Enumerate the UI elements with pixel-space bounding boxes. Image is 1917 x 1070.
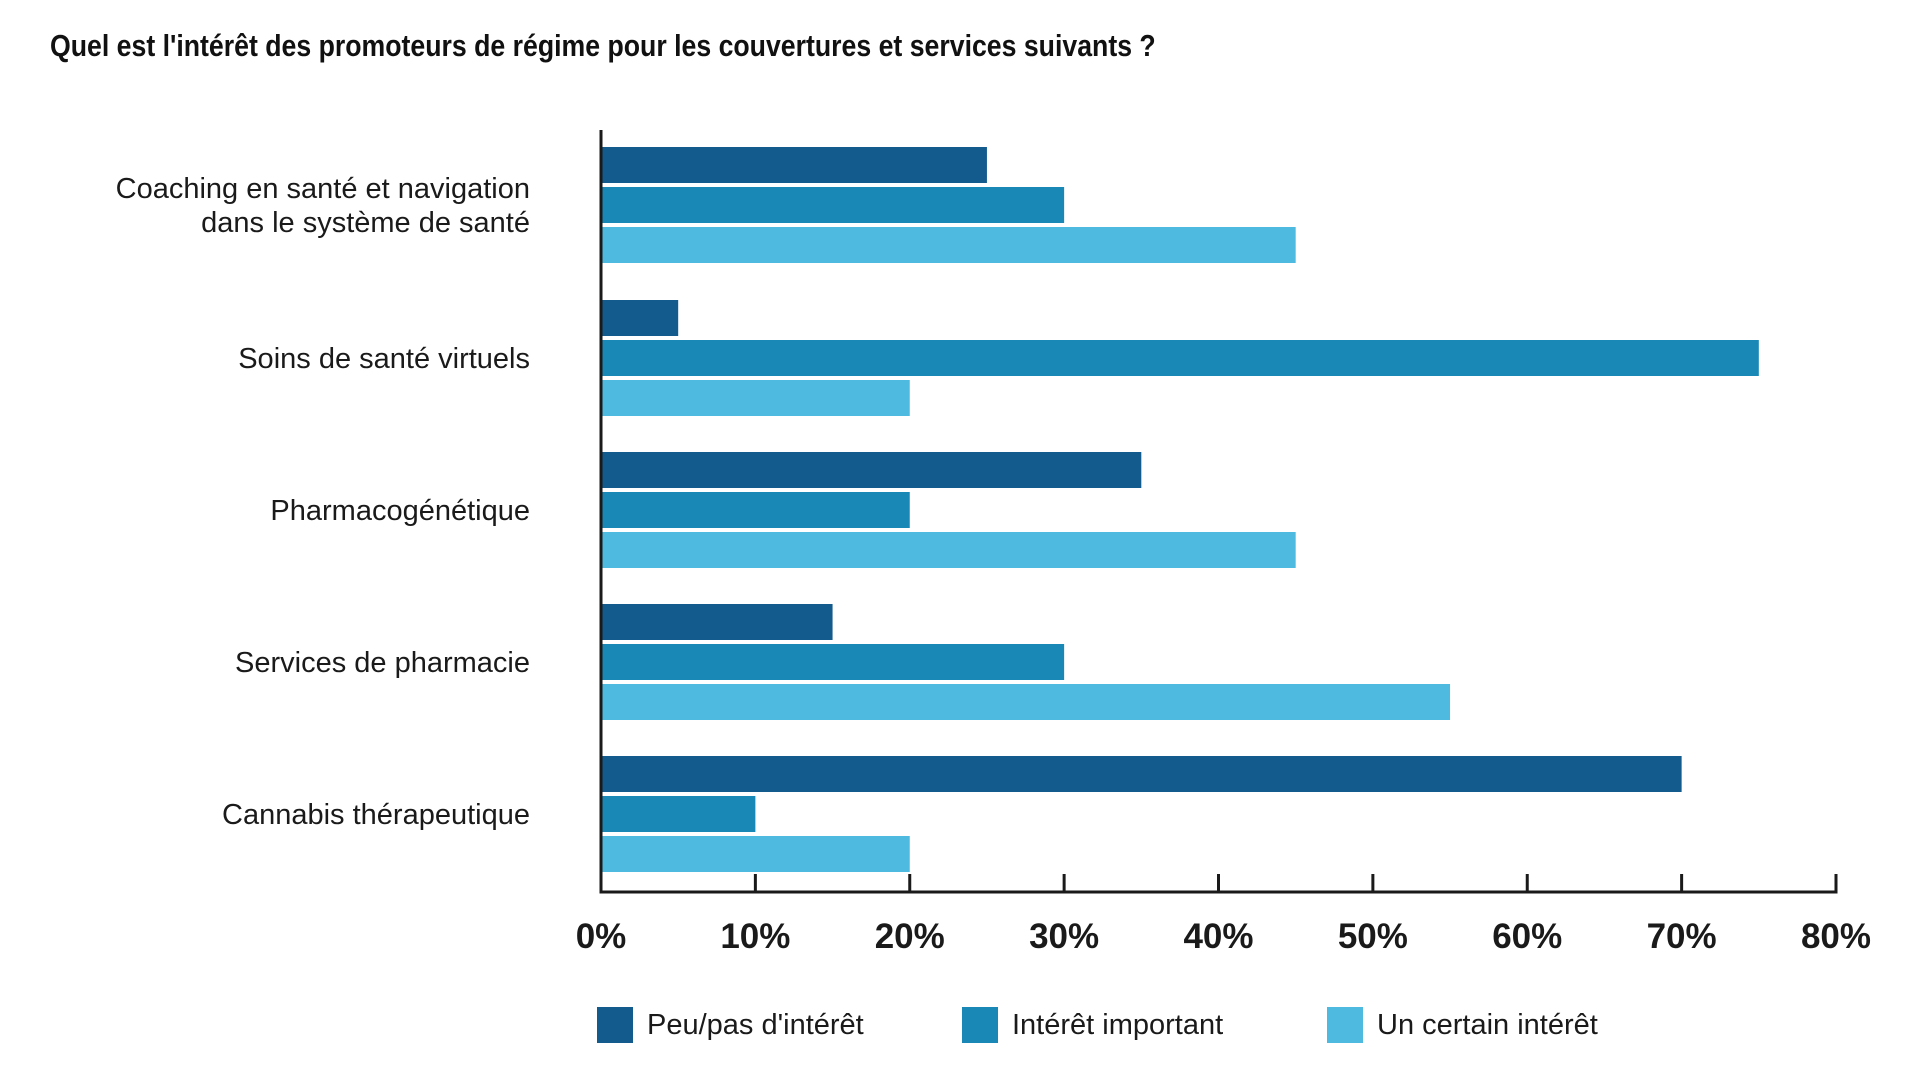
legend-swatch-certain xyxy=(1327,1007,1363,1043)
bar-important-4 xyxy=(602,796,756,832)
legend-item-certain: Un certain intérêt xyxy=(1327,1007,1598,1043)
bar-important-0 xyxy=(602,187,1065,223)
bar-peu-3 xyxy=(602,604,833,640)
legend-swatch-peu xyxy=(597,1007,633,1043)
chart-title: Quel est l'intérêt des promoteurs de rég… xyxy=(50,28,1156,63)
category-label-0-line-0: Coaching en santé et navigation xyxy=(116,173,530,205)
bar-certain-0 xyxy=(602,227,1296,263)
bar-peu-1 xyxy=(602,300,679,336)
category-label-0-line-1: dans le système de santé xyxy=(201,207,530,239)
legend-label-important: Intérêt important xyxy=(1012,1008,1224,1041)
category-label-2: Pharmacogénétique xyxy=(270,495,530,527)
bar-peu-4 xyxy=(602,756,1682,792)
legend-item-important: Intérêt important xyxy=(962,1007,1327,1043)
x-tick-label-10: 10% xyxy=(720,917,790,956)
bar-certain-2 xyxy=(602,532,1296,568)
x-tick-label-0: 0% xyxy=(576,917,627,956)
x-tick-label-80: 80% xyxy=(1801,917,1871,956)
category-label-4: Cannabis thérapeutique xyxy=(222,799,530,831)
x-tick-label-20: 20% xyxy=(875,917,945,956)
legend-label-certain: Un certain intérêt xyxy=(1377,1008,1598,1041)
x-tick-label-70: 70% xyxy=(1647,917,1717,956)
bar-certain-4 xyxy=(602,836,910,872)
category-label-3: Services de pharmacie xyxy=(235,647,530,679)
bar-certain-1 xyxy=(602,380,910,416)
bar-important-1 xyxy=(602,340,1759,376)
bar-important-3 xyxy=(602,644,1065,680)
legend: Peu/pas d'intérêt Intérêt important Un c… xyxy=(597,1005,1598,1045)
x-tick-label-40: 40% xyxy=(1183,917,1253,956)
legend-item-peu: Peu/pas d'intérêt xyxy=(597,1007,962,1043)
x-tick-label-30: 30% xyxy=(1029,917,1099,956)
x-tick-label-50: 50% xyxy=(1338,917,1408,956)
bar-certain-3 xyxy=(602,684,1451,720)
legend-swatch-important xyxy=(962,1007,998,1043)
bar-important-2 xyxy=(602,492,910,528)
legend-label-peu: Peu/pas d'intérêt xyxy=(647,1008,864,1041)
bar-peu-0 xyxy=(602,147,987,183)
category-label-1: Soins de santé virtuels xyxy=(238,343,530,375)
x-tick-label-60: 60% xyxy=(1492,917,1562,956)
bar-peu-2 xyxy=(602,452,1142,488)
